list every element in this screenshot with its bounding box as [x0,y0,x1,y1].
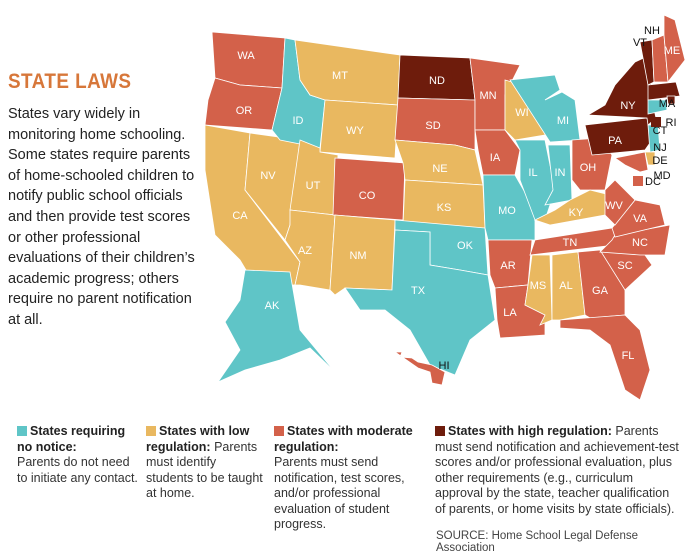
state-label-oh: OH [580,162,597,174]
legend-heading: States with high regulation: [448,424,612,438]
state-fl [559,314,651,401]
state-label-tn: TN [563,237,578,249]
state-me [663,14,686,84]
callout-swatch-dc [633,176,643,186]
state-label-la: LA [503,307,517,319]
state-label-mt: MT [332,70,348,82]
legend-swatch-moderate [274,426,284,436]
state-wv [604,179,636,226]
state-ms [524,254,553,326]
state-label-ne: NE [432,163,447,175]
state-ct [647,99,668,115]
state-label-wv: WV [605,200,623,212]
legend-swatch-none [17,426,27,436]
state-label-al: AL [559,280,572,292]
source-note: SOURCE: Home School Legal Defense Associ… [436,530,638,554]
state-label-md: MD [653,170,670,182]
state-label-wi: WI [515,107,528,119]
intro-text: States vary widely in monitoring home sc… [8,106,195,328]
state-label-vt: VT [633,37,647,49]
legend-high: States with high regulation: Parents mus… [435,424,680,517]
legend-heading: States with moderate regulation: [274,424,413,454]
state-al [551,251,586,321]
legend-moderate: States with moderate regulation: Parents … [274,424,414,533]
state-label-nh: NH [644,25,660,37]
state-label-nv: NV [260,170,276,182]
state-label-ri: RI [666,117,677,129]
state-label-mi: MI [557,115,569,127]
state-label-ia: IA [490,152,501,164]
legend-text: Parents must identify students to be tau… [146,439,263,501]
legend-text: Parents must send notification and achie… [435,424,679,516]
legend-swatch-high [435,426,445,436]
state-label-va: VA [633,213,648,225]
state-label-pa: PA [608,135,623,147]
state-label-nd: ND [429,75,445,87]
state-label-sc: SC [617,260,632,272]
state-de [644,151,656,166]
state-co [332,157,406,221]
state-label-ca: CA [232,210,248,222]
legend-low: States with low regulation: Parents must… [146,424,266,502]
state-label-de: DE [652,155,667,167]
state-label-nj: NJ [653,142,666,154]
legend-text: Parents do not need to initiate any cont… [17,455,138,485]
state-nc [599,224,671,256]
state-md [614,151,649,173]
state-label-co: CO [359,190,376,202]
state-hi [393,351,446,386]
state-label-fl: FL [622,350,635,362]
state-label-az: AZ [298,245,312,257]
state-label-ma: MA [659,98,676,110]
state-ak [216,269,336,383]
state-ky [533,189,611,226]
callout-swatch-ri [651,117,661,127]
state-label-wy: WY [346,125,364,137]
state-label-in: IN [555,167,566,179]
state-label-mn: MN [479,90,496,102]
legend-none: States requiring no notice: Parents do no… [17,424,142,486]
legend-text: Parents must send notification, test sco… [274,455,405,531]
state-label-ct: CT [653,125,668,137]
state-ri [666,95,676,105]
state-label-ks: KS [437,202,452,214]
state-label-sd: SD [425,120,440,132]
legend-heading: States requiring no notice: [17,424,126,454]
legend-swatch-low [146,426,156,436]
state-label-hi: HI [439,360,450,372]
state-label-ms: MS [530,280,547,292]
state-wy [319,99,399,159]
page-title: STATE LAWS [8,70,132,93]
state-label-ar: AR [500,260,515,272]
state-pa [584,117,653,156]
state-label-or: OR [236,105,253,117]
state-label-tx: TX [411,285,426,297]
state-label-nm: NM [349,250,366,262]
state-label-id: ID [293,115,304,127]
state-label-nc: NC [632,237,648,249]
state-label-ga: GA [592,285,609,297]
state-label-ky: KY [569,207,584,219]
state-in [544,144,573,206]
state-label-me: ME [664,45,681,57]
state-mi [509,74,581,143]
state-tx [344,229,496,376]
state-label-mo: MO [498,205,516,217]
state-label-ut: UT [306,180,321,192]
state-label-ok: OK [457,240,474,252]
state-ma [647,81,681,101]
state-label-il: IL [528,167,537,179]
state-label-wa: WA [237,50,255,62]
legend-heading: States with low regulation: [146,424,250,454]
us-map: WA OR CA NV ID MT WY UT AZ CO NM ND SD NE KS OK TX MN IA MO… [204,14,686,401]
state-label-ny: NY [620,100,636,112]
state-label-ak: AK [265,300,280,312]
state-label-dc: DC [645,176,661,188]
